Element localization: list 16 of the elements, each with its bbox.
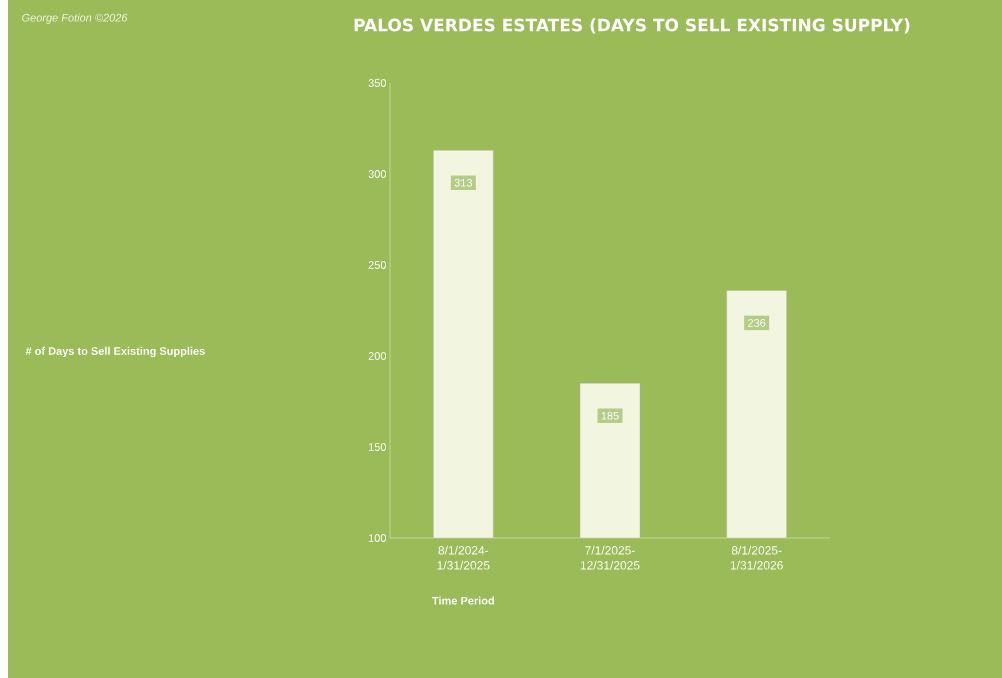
y-tick-label: 350 — [368, 79, 387, 87]
x-tick-label: 8/1/2024-1/31/2025 — [437, 545, 490, 570]
y-tick-label: 250 — [368, 261, 387, 269]
data-label: 236 — [748, 319, 766, 327]
text: # of Days to Sell Existing Supplies — [25, 346, 205, 358]
x-axis-title: Time Period — [432, 596, 494, 605]
text: George Fotion ©2026 — [22, 13, 128, 24]
data-label: 185 — [601, 411, 619, 420]
y-tick-label: 100 — [368, 534, 387, 542]
y-tick-label: 200 — [368, 352, 387, 360]
y-tick-label: 300 — [368, 170, 387, 178]
data-label: 313 — [454, 178, 473, 187]
y-tick-label: 150 — [368, 443, 387, 451]
x-tick-label: 7/1/2025-12/31/2025 — [580, 545, 640, 570]
chart-title: PALOS VERDES ESTATES (DAYS TO SELL EXISTING SUPPLY) — [354, 18, 910, 34]
x-tick-label: 8/1/2025-1/31/2026 — [730, 545, 783, 570]
